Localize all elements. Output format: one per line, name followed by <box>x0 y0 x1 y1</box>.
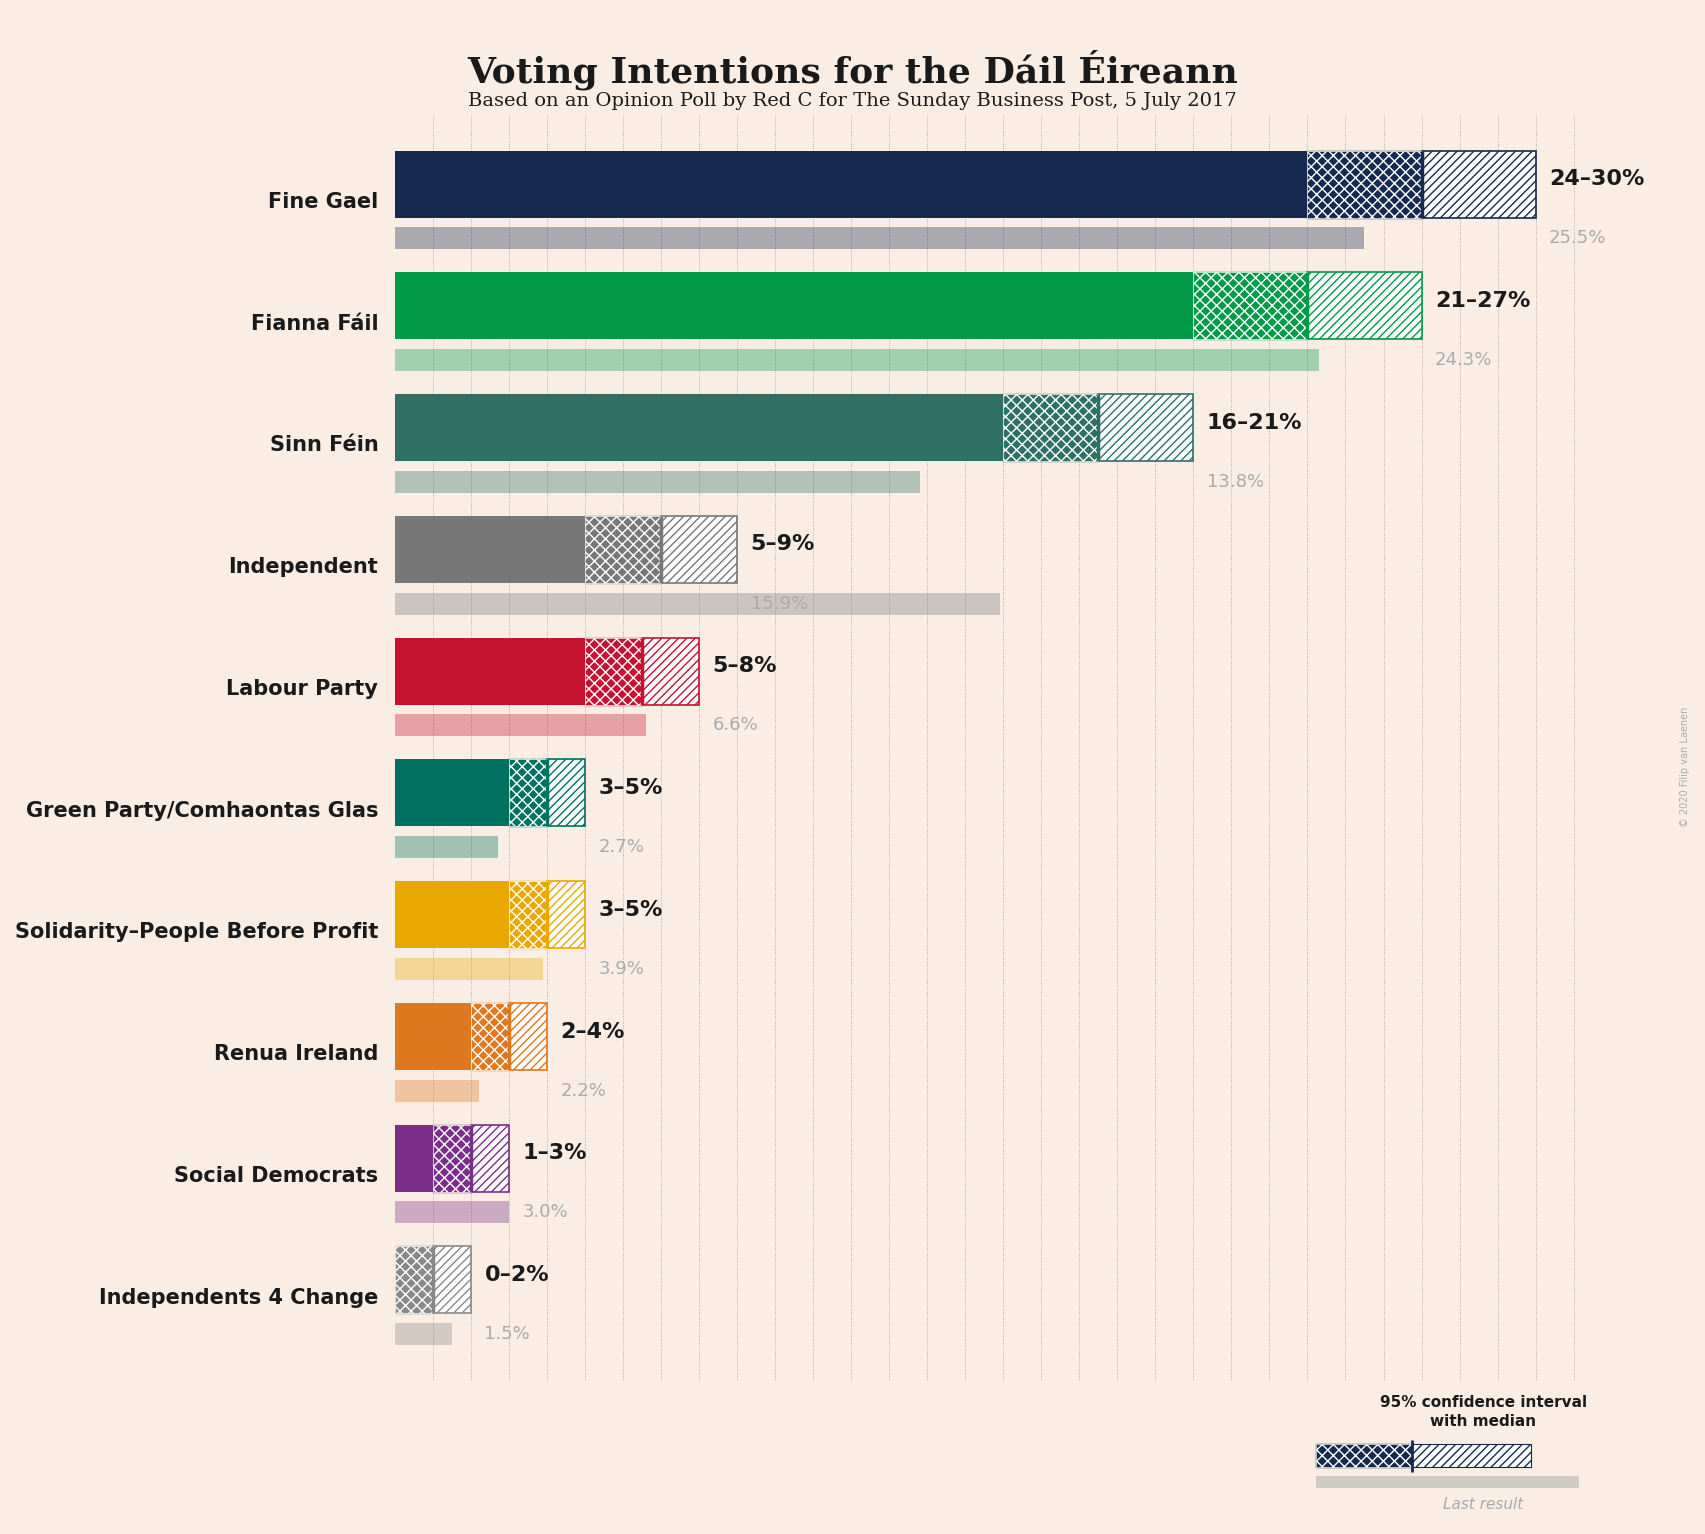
Bar <box>1308 273 1422 339</box>
Text: 1.5%: 1.5% <box>484 1325 530 1344</box>
Bar <box>471 1003 510 1069</box>
Bar <box>396 715 646 736</box>
Bar <box>1098 394 1193 462</box>
Text: 21–27%: 21–27% <box>1436 291 1529 311</box>
Bar <box>1003 394 1098 462</box>
Bar <box>396 350 1320 371</box>
Text: 5–8%: 5–8% <box>713 657 777 676</box>
Bar <box>1316 1445 1412 1467</box>
Bar <box>471 1003 510 1069</box>
Bar <box>433 1124 471 1192</box>
Text: 2.7%: 2.7% <box>598 838 644 856</box>
Text: 6.6%: 6.6% <box>713 716 759 735</box>
Bar <box>396 273 1194 339</box>
Text: 2.2%: 2.2% <box>561 1081 607 1100</box>
Bar <box>1412 1445 1531 1467</box>
Bar <box>1316 1476 1579 1488</box>
Bar <box>396 1247 433 1313</box>
Bar <box>585 638 643 704</box>
Bar <box>396 394 1003 462</box>
Text: 2–4%: 2–4% <box>561 1022 624 1042</box>
Bar <box>1316 1445 1412 1467</box>
Bar <box>510 881 547 948</box>
Bar <box>396 1247 433 1313</box>
Text: 24.3%: 24.3% <box>1436 351 1492 370</box>
Bar <box>396 592 999 615</box>
Bar <box>396 638 585 704</box>
Bar <box>585 515 662 583</box>
Text: 16–21%: 16–21% <box>1207 413 1303 433</box>
Text: 3.9%: 3.9% <box>598 960 644 977</box>
Text: 3–5%: 3–5% <box>598 778 663 798</box>
Bar <box>396 471 919 492</box>
Bar <box>396 1124 433 1192</box>
Bar <box>510 759 547 827</box>
Bar <box>1422 150 1536 218</box>
Text: Last result: Last result <box>1442 1497 1524 1511</box>
Bar <box>585 638 643 704</box>
Bar <box>510 759 547 827</box>
Text: 24–30%: 24–30% <box>1548 169 1644 189</box>
Text: 15.9%: 15.9% <box>750 595 808 612</box>
Text: © 2020 Filip van Laenen: © 2020 Filip van Laenen <box>1679 707 1690 827</box>
Bar <box>1308 150 1422 218</box>
Text: 95% confidence interval: 95% confidence interval <box>1379 1396 1587 1410</box>
Bar <box>396 836 498 858</box>
Text: Voting Intentions for the Dáil Éireann: Voting Intentions for the Dáil Éireann <box>467 49 1238 89</box>
Text: 3–5%: 3–5% <box>598 900 663 920</box>
Bar <box>396 1003 471 1069</box>
Bar <box>585 515 662 583</box>
Bar <box>396 1324 452 1345</box>
Text: with median: with median <box>1430 1414 1536 1428</box>
Bar <box>396 227 1364 249</box>
Text: 3.0%: 3.0% <box>522 1203 568 1221</box>
Bar <box>1308 150 1422 218</box>
Bar <box>433 1124 471 1192</box>
Bar <box>396 957 544 980</box>
Bar <box>396 515 585 583</box>
Bar <box>510 1003 547 1069</box>
Text: 25.5%: 25.5% <box>1548 229 1606 247</box>
Bar <box>396 150 1308 218</box>
Text: 0–2%: 0–2% <box>484 1266 549 1285</box>
Text: 5–9%: 5–9% <box>750 534 815 554</box>
Text: 1–3%: 1–3% <box>522 1143 587 1163</box>
Text: Based on an Opinion Poll by Red C for The Sunday Business Post, 5 July 2017: Based on an Opinion Poll by Red C for Th… <box>469 92 1236 110</box>
Bar <box>662 515 737 583</box>
Bar <box>643 638 699 704</box>
Bar <box>1194 273 1308 339</box>
Text: 13.8%: 13.8% <box>1207 472 1263 491</box>
Bar <box>547 881 585 948</box>
Bar <box>547 759 585 827</box>
Bar <box>433 1247 471 1313</box>
Bar <box>1194 273 1308 339</box>
Bar <box>396 1080 479 1101</box>
Bar <box>396 759 510 827</box>
Bar <box>396 1201 510 1223</box>
Bar <box>396 881 510 948</box>
Bar <box>1003 394 1098 462</box>
Bar <box>510 881 547 948</box>
Bar <box>471 1124 510 1192</box>
